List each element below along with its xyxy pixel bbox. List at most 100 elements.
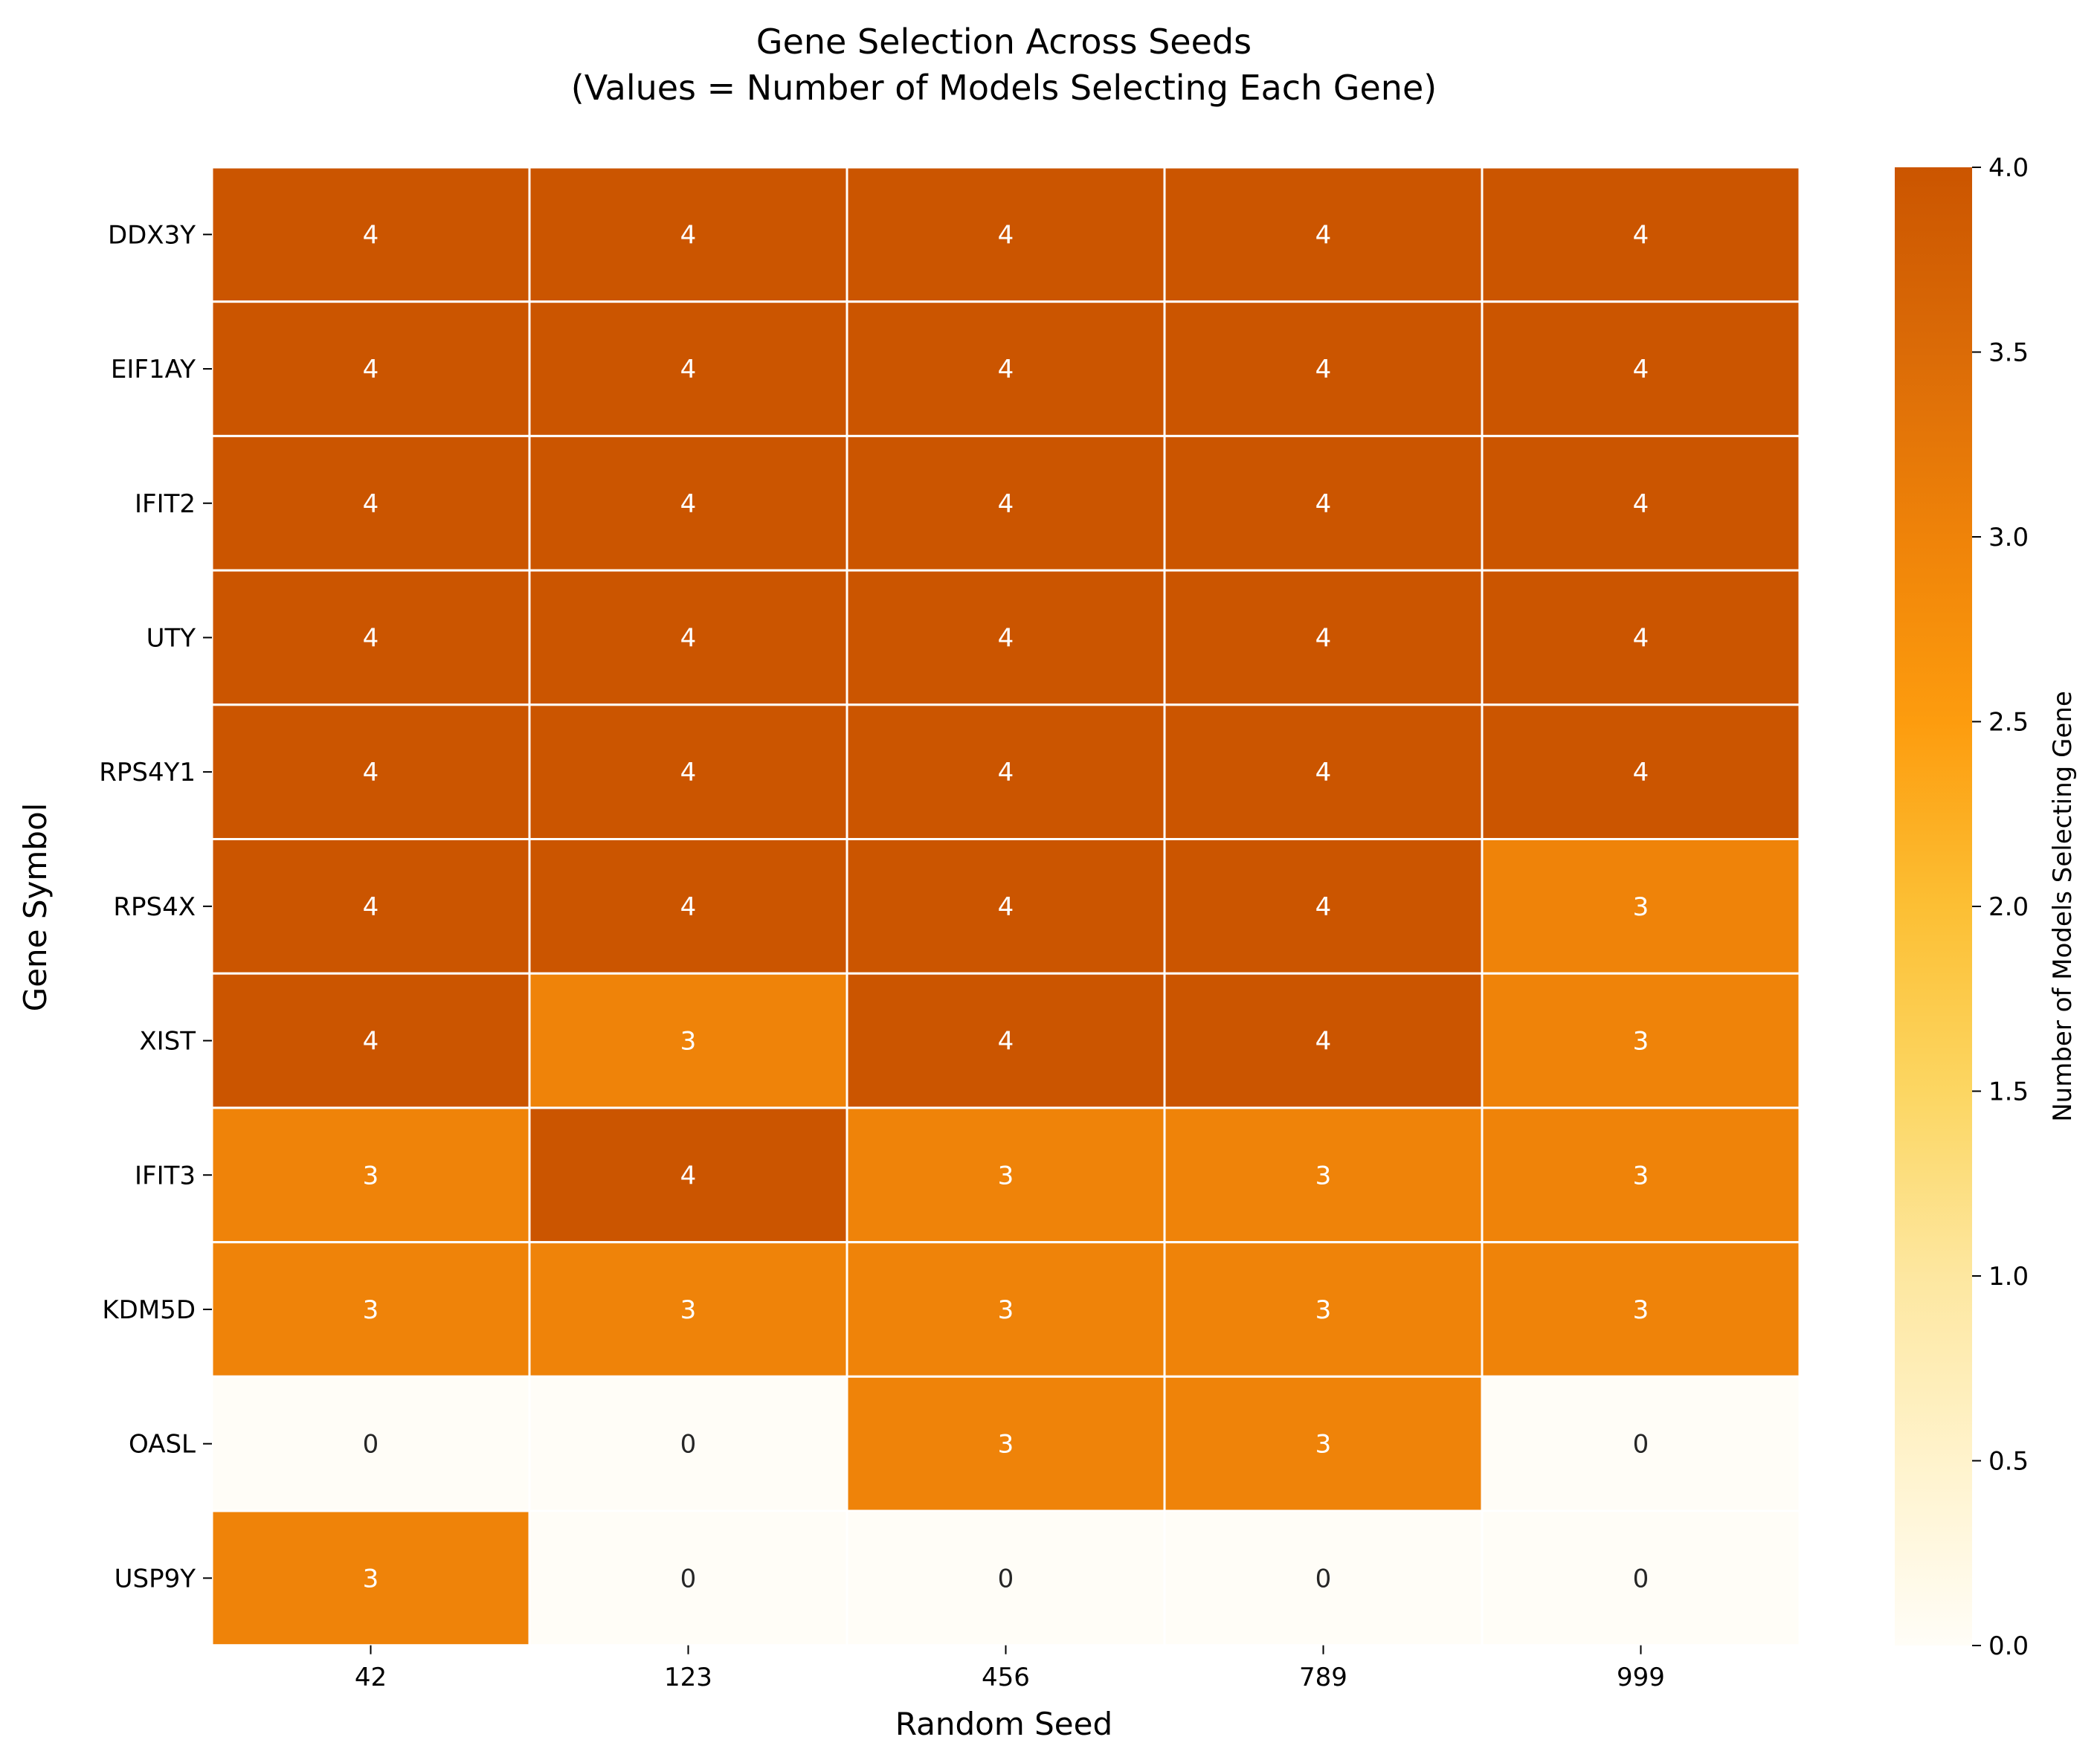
cell-value-label: 3 bbox=[1633, 1027, 1649, 1057]
heatmap-cell bbox=[1481, 1509, 1801, 1647]
x-tick-label: 456 bbox=[982, 1663, 1030, 1692]
cell-value-label: 4 bbox=[363, 220, 379, 250]
cell-value-label: 4 bbox=[680, 623, 697, 653]
colorbar: 0.0 0.5 1.0 1.5 2.0 2.5 3.0 3.5 4.0 Number of Mo… bbox=[1895, 153, 2078, 1661]
cell-value-label: 0 bbox=[1633, 1430, 1649, 1460]
cell-value-label: 4 bbox=[363, 623, 379, 653]
heatmap-cell bbox=[528, 1106, 848, 1244]
heatmap-cell bbox=[528, 434, 848, 572]
y-tick-label: IFIT2 bbox=[135, 489, 196, 519]
heatmap-cell bbox=[846, 434, 1166, 572]
cell-value-label: 3 bbox=[1315, 1295, 1332, 1325]
cell-value-label: 4 bbox=[363, 758, 379, 787]
cell-value-label: 0 bbox=[680, 1430, 697, 1460]
heatmap-cell bbox=[1481, 1241, 1801, 1378]
heatmap-cell bbox=[528, 1241, 848, 1378]
heatmap-cell bbox=[210, 166, 531, 303]
y-tick-label: IFIT3 bbox=[135, 1161, 196, 1190]
cell-value-label: 3 bbox=[363, 1161, 379, 1190]
cell-value-label: 3 bbox=[998, 1161, 1014, 1190]
cell-value-label: 4 bbox=[998, 623, 1014, 653]
x-axis-title: Random Seed bbox=[895, 1706, 1112, 1742]
cell-value-label: 4 bbox=[1315, 623, 1332, 653]
heatmap-cell bbox=[1163, 1509, 1484, 1647]
heatmap-cell bbox=[846, 1106, 1166, 1244]
x-tick-label: 123 bbox=[664, 1663, 712, 1692]
colorbar-title: Number of Models Selecting Gene bbox=[2048, 691, 2078, 1122]
cell-value-label: 0 bbox=[1633, 1564, 1649, 1593]
cell-value-label: 4 bbox=[998, 892, 1014, 922]
chart-subtitle: (Values = Number of Models Selecting Eac… bbox=[571, 68, 1437, 108]
cell-value-label: 3 bbox=[1315, 1161, 1332, 1190]
heatmap-cell bbox=[1481, 703, 1801, 840]
cell-value-label: 4 bbox=[1315, 220, 1332, 250]
y-tick-label: RPS4Y1 bbox=[99, 758, 196, 787]
cell-value-label: 4 bbox=[998, 489, 1014, 519]
y-tick-label: EIF1AY bbox=[111, 355, 196, 384]
cell-value-label: 3 bbox=[1633, 1295, 1649, 1325]
heatmap-cell bbox=[210, 703, 531, 840]
cell-value-label: 4 bbox=[363, 1027, 379, 1057]
colorbar-tick-label: 2.0 bbox=[1988, 892, 2029, 922]
heatmap-cell bbox=[210, 1375, 531, 1512]
colorbar-tick-label: 1.0 bbox=[1988, 1262, 2029, 1292]
y-tick-label: KDM5D bbox=[102, 1295, 196, 1325]
cell-value-label: 4 bbox=[1315, 489, 1332, 519]
heatmap-cell bbox=[1163, 569, 1484, 706]
cell-value-label: 3 bbox=[680, 1295, 697, 1325]
cell-value-label: 4 bbox=[363, 892, 379, 922]
heatmap-cell bbox=[210, 300, 531, 437]
cell-value-label: 0 bbox=[998, 1564, 1014, 1593]
cell-value-label: 4 bbox=[1315, 892, 1332, 922]
y-tick-label: OASL bbox=[129, 1430, 196, 1460]
cell-value-label: 0 bbox=[680, 1564, 697, 1593]
heatmap-cell bbox=[210, 1509, 531, 1647]
cell-value-label: 4 bbox=[998, 220, 1014, 250]
heatmap-cell bbox=[1163, 1106, 1484, 1244]
cell-value-label: 4 bbox=[998, 355, 1014, 384]
y-tick-label: RPS4X bbox=[113, 892, 196, 922]
cell-value-label: 4 bbox=[680, 1161, 697, 1190]
heatmap-cell bbox=[846, 1375, 1166, 1512]
colorbar-tick-label: 0.0 bbox=[1988, 1631, 2029, 1661]
cell-value-label: 4 bbox=[998, 1027, 1014, 1057]
heatmap-cell bbox=[528, 703, 848, 840]
heatmap-cell bbox=[1481, 838, 1801, 975]
cell-value-label: 4 bbox=[1633, 355, 1649, 384]
cell-value-label: 4 bbox=[1633, 220, 1649, 250]
cell-value-label: 0 bbox=[363, 1430, 379, 1460]
chart-title: Gene Selection Across Seeds bbox=[756, 22, 1252, 62]
cell-value-label: 4 bbox=[1633, 489, 1649, 519]
heatmap-cell bbox=[1481, 1106, 1801, 1244]
heatmap-cell bbox=[210, 1106, 531, 1244]
cell-value-label: 3 bbox=[998, 1295, 1014, 1325]
heatmap-cell bbox=[1481, 972, 1801, 1109]
cell-value-label: 4 bbox=[363, 489, 379, 519]
cell-value-label: 4 bbox=[1315, 758, 1332, 787]
heatmap-cell bbox=[1481, 1375, 1801, 1512]
y-axis-ticks: DDX3Y EIF1AY IFIT2 UTY RPS4Y1 RPS4X XIST IFIT3 K… bbox=[99, 220, 212, 1593]
y-tick-label: DDX3Y bbox=[108, 220, 196, 250]
cell-value-label: 4 bbox=[680, 758, 697, 787]
y-tick-label: USP9Y bbox=[115, 1564, 196, 1593]
heatmap-cell bbox=[528, 838, 848, 975]
heatmap-cell bbox=[1481, 300, 1801, 437]
heatmap-cell bbox=[528, 1375, 848, 1512]
heatmap-cell bbox=[528, 166, 848, 303]
heatmap-cell bbox=[846, 1509, 1166, 1647]
heatmap-cell bbox=[528, 569, 848, 706]
heatmap-cell bbox=[1481, 434, 1801, 572]
x-tick-label: 999 bbox=[1617, 1663, 1665, 1692]
colorbar-tick-label: 3.5 bbox=[1988, 338, 2029, 368]
cell-value-label: 4 bbox=[363, 355, 379, 384]
colorbar-tick-label: 4.0 bbox=[1988, 153, 2029, 183]
cell-value-label: 4 bbox=[998, 758, 1014, 787]
cell-value-label: 4 bbox=[680, 355, 697, 384]
colorbar-ticks: 0.0 0.5 1.0 1.5 2.0 2.5 3.0 3.5 4.0 bbox=[1972, 153, 2029, 1661]
heatmap-cell bbox=[846, 1241, 1166, 1378]
x-tick-label: 789 bbox=[1299, 1663, 1347, 1692]
heatmap-cells: 4 4 4 4 4 4 4 4 4 4 4 4 4 4 4 4 4 4 4 4 4 4 4 4 4 4 4 4 4 3 4 3 4 4 3 3 4 3 3 3… bbox=[210, 166, 1801, 1647]
colorbar-tick-label: 3.0 bbox=[1988, 523, 2029, 552]
cell-value-label: 4 bbox=[1633, 758, 1649, 787]
